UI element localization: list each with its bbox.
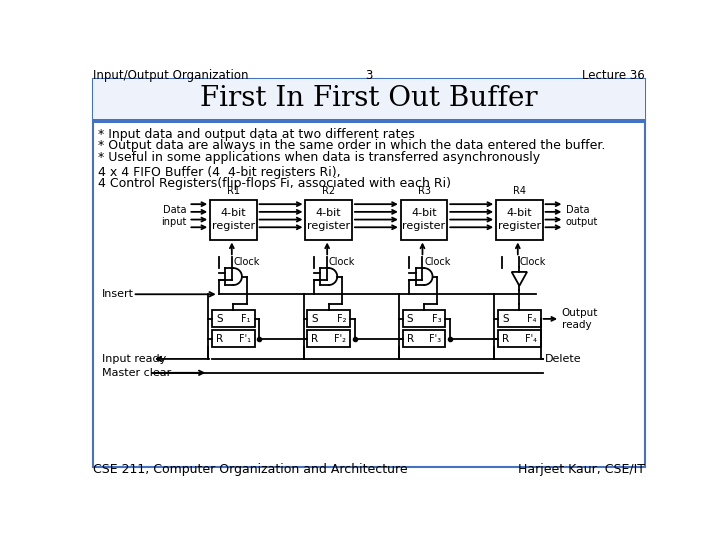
Text: 4-bit: 4-bit xyxy=(220,208,246,218)
Text: 3: 3 xyxy=(365,69,373,82)
Bar xyxy=(498,310,541,327)
Text: register: register xyxy=(402,221,446,231)
Text: 4-bit: 4-bit xyxy=(507,208,532,218)
Text: Output
ready: Output ready xyxy=(562,308,598,330)
Text: S: S xyxy=(216,314,222,324)
Text: 4 Control Registers(flip-flops Fi, associated with each Ri): 4 Control Registers(flip-flops Fi, assoc… xyxy=(98,177,451,190)
Bar xyxy=(401,200,447,240)
Text: First In First Out Buffer: First In First Out Buffer xyxy=(200,85,538,112)
Text: R: R xyxy=(216,334,223,344)
Text: S: S xyxy=(311,314,318,324)
Text: F₃: F₃ xyxy=(432,314,441,324)
Text: R3: R3 xyxy=(418,186,431,197)
Bar xyxy=(305,200,352,240)
Text: F'₁: F'₁ xyxy=(239,334,251,344)
Text: F₁: F₁ xyxy=(241,314,251,324)
Text: S: S xyxy=(407,314,413,324)
Text: Data
input: Data input xyxy=(161,205,187,226)
Text: R2: R2 xyxy=(322,186,336,197)
Text: F'₂: F'₂ xyxy=(334,334,346,344)
Bar xyxy=(212,310,255,327)
Text: R1: R1 xyxy=(227,186,240,197)
Text: Clock: Clock xyxy=(519,257,546,267)
Text: Lecture 36: Lecture 36 xyxy=(582,69,645,82)
Text: Clock: Clock xyxy=(233,257,260,267)
Text: Input ready: Input ready xyxy=(102,354,166,364)
Bar xyxy=(210,200,256,240)
Text: R: R xyxy=(311,334,318,344)
Text: Input/Output Organization: Input/Output Organization xyxy=(93,69,248,82)
Text: Insert: Insert xyxy=(102,289,134,299)
Text: S: S xyxy=(502,314,508,324)
Bar xyxy=(402,330,446,347)
Text: F'₃: F'₃ xyxy=(429,334,441,344)
Text: Clock: Clock xyxy=(424,257,451,267)
Text: Harjeet Kaur, CSE/IT: Harjeet Kaur, CSE/IT xyxy=(518,463,645,476)
Text: * Output data are always in the same order in which the data entered the buffer.: * Output data are always in the same ord… xyxy=(98,139,605,152)
Bar xyxy=(402,310,446,327)
Text: register: register xyxy=(212,221,255,231)
Bar xyxy=(307,310,350,327)
Text: F₄: F₄ xyxy=(527,314,537,324)
Text: 4-bit: 4-bit xyxy=(316,208,341,218)
Text: R: R xyxy=(407,334,414,344)
Text: Master clear: Master clear xyxy=(102,368,171,378)
Text: CSE 211, Computer Organization and Architecture: CSE 211, Computer Organization and Archi… xyxy=(93,463,408,476)
Text: R4: R4 xyxy=(513,186,526,197)
Text: register: register xyxy=(307,221,350,231)
Bar xyxy=(496,200,543,240)
Text: R: R xyxy=(502,334,509,344)
Bar xyxy=(212,330,255,347)
Bar xyxy=(498,330,541,347)
Text: * Useful in some applications when data is transferred asynchronously: * Useful in some applications when data … xyxy=(98,151,540,164)
Bar xyxy=(93,79,645,119)
Text: Clock: Clock xyxy=(329,257,355,267)
Text: 4-bit: 4-bit xyxy=(411,208,437,218)
Text: Delete: Delete xyxy=(544,354,581,364)
Bar xyxy=(307,330,350,347)
Text: F'₄: F'₄ xyxy=(525,334,537,344)
Bar xyxy=(93,119,645,123)
Text: 4 x 4 FIFO Buffer (4  4-bit registers Ri),: 4 x 4 FIFO Buffer (4 4-bit registers Ri)… xyxy=(98,166,341,179)
Text: * Input data and output data at two different rates: * Input data and output data at two diff… xyxy=(98,128,415,141)
Text: register: register xyxy=(498,221,541,231)
Text: F₂: F₂ xyxy=(337,314,346,324)
Text: Data
output: Data output xyxy=(566,205,598,226)
